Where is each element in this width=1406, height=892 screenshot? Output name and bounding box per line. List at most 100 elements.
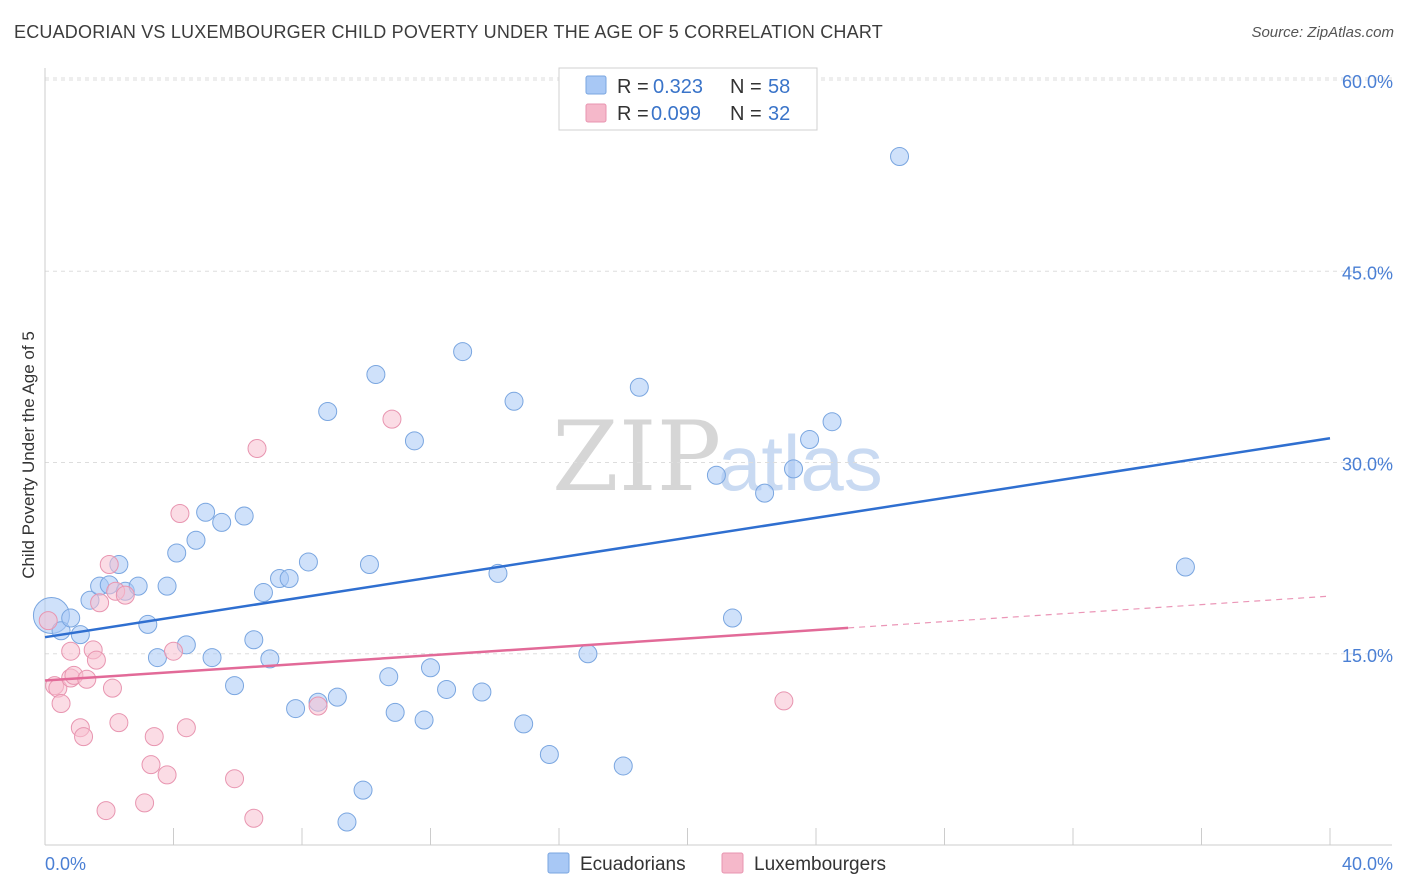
- ecuadorian-point-12: [157, 576, 177, 596]
- ecuadorian-point-40: [437, 679, 457, 699]
- luxembourger-point-12: [90, 593, 110, 613]
- luxembourger-point-28: [247, 438, 267, 458]
- ecuadorian-point-25: [279, 569, 299, 589]
- luxembourger-point-27: [244, 808, 264, 828]
- luxembourger-point-11: [86, 650, 106, 670]
- watermark-zip: ZIP: [552, 401, 721, 513]
- ecuadorian-point-37: [404, 431, 424, 451]
- luxembourger-point-19: [135, 793, 155, 813]
- luxembourger-point-3: [51, 693, 71, 713]
- ecuadorian-point-34: [366, 365, 386, 385]
- luxembourger-point-25: [176, 718, 196, 738]
- ecuadorian-point-36: [385, 702, 405, 722]
- ecuadorian-point-29: [318, 402, 338, 421]
- ecuadorian-point-53: [784, 459, 804, 479]
- legend-r-value-1: 0.099: [651, 103, 701, 125]
- y-axis-label: Child Poverty Under the Age of 5: [19, 331, 38, 579]
- luxembourger-point-26: [225, 769, 245, 789]
- ecuadorian-point-11: [147, 648, 167, 668]
- trend-line-luxembourgers: [44, 626, 849, 682]
- ecuadorian-point-13: [167, 543, 187, 563]
- ecuadorian-point-47: [578, 644, 598, 664]
- luxembourger-point-17: [109, 713, 129, 733]
- y-tick-label-60: 60.0%: [1342, 72, 1393, 92]
- y-tick-label-15: 15.0%: [1342, 646, 1393, 666]
- luxembourger-point-21: [144, 727, 164, 747]
- luxembourger-point-13: [96, 801, 116, 821]
- ecuadorian-point-21: [244, 630, 264, 650]
- legend-swatch-ecuadorians: [585, 75, 607, 95]
- luxembourger-point-14: [99, 555, 119, 574]
- luxembourger-point-31: [774, 691, 794, 711]
- bottom-legend-swatch-ecuadorians: [547, 852, 570, 874]
- y-tick-label-45: 45.0%: [1342, 263, 1393, 283]
- bottom-legend-swatch-luxembourgers: [721, 852, 744, 874]
- ecuadorian-point-45: [514, 714, 534, 734]
- trend-line-luxembourgers-extension: [848, 595, 1327, 629]
- luxembourger-point-18: [115, 585, 135, 605]
- x-tick-label-max: 40.0%: [1342, 854, 1393, 874]
- y-tick-labels: 15.0% 30.0% 45.0% 60.0%: [1342, 72, 1393, 666]
- chart-title: ECUADORIAN VS LUXEMBOURGER CHILD POVERTY…: [14, 22, 883, 42]
- legend-r-label-0: R =: [617, 76, 649, 98]
- ecuadorian-point-51: [722, 608, 742, 628]
- trend-lines: [44, 437, 1331, 682]
- ecuadorian-point-44: [504, 391, 524, 411]
- ecuadorian-point-50: [706, 465, 726, 485]
- axes: [44, 68, 1392, 846]
- series-luxembourgers: [38, 409, 794, 828]
- ecuadorian-point-35: [379, 667, 399, 687]
- ecuadorian-point-20: [234, 506, 254, 526]
- ecuadorian-point-38: [414, 710, 434, 730]
- luxembourger-point-0: [38, 611, 58, 631]
- luxembourger-point-22: [157, 765, 177, 785]
- legend-n-value-1: 32: [768, 103, 790, 125]
- ecuadorian-point-46: [539, 744, 559, 764]
- ecuadorian-point-10: [138, 614, 158, 634]
- x-tick-label-min: 0.0%: [45, 854, 86, 874]
- luxembourger-point-8: [74, 727, 94, 747]
- ecuadorian-point-3: [70, 625, 90, 645]
- ecuadorian-point-32: [353, 780, 373, 800]
- ecuadorian-point-39: [421, 658, 440, 678]
- ecuadorian-point-49: [629, 377, 649, 397]
- source-label: Source: ZipAtlas.com: [1251, 24, 1394, 41]
- luxembourger-point-15: [102, 678, 122, 698]
- ecuadorian-point-54: [800, 430, 820, 450]
- ecuadorian-point-17: [202, 648, 222, 668]
- ecuadorian-point-33: [359, 555, 379, 574]
- ecuadorian-point-48: [613, 756, 633, 776]
- trend-line-ecuadorians: [44, 437, 1331, 639]
- ecuadorian-point-2: [61, 608, 81, 628]
- luxembourger-point-30: [382, 409, 402, 429]
- ecuadorian-point-57: [1175, 557, 1195, 577]
- x-tick-labels: 0.0% 40.0%: [45, 854, 1393, 874]
- legend-swatch-luxembourgers: [585, 103, 607, 123]
- bottom-legend-ecuadorians: Ecuadorians: [580, 854, 686, 875]
- ecuadorian-point-19: [225, 676, 245, 696]
- ecuadorian-point-41: [453, 342, 473, 362]
- luxembourger-point-29: [308, 696, 328, 716]
- legend-r-value-0: 0.323: [653, 76, 703, 98]
- ecuadorian-point-31: [337, 812, 357, 832]
- ecuadorian-point-22: [253, 583, 273, 603]
- ecuadorian-point-27: [298, 552, 318, 572]
- ecuadorian-point-15: [186, 530, 206, 550]
- luxembourger-point-20: [141, 755, 161, 775]
- luxembourger-point-5: [61, 641, 81, 661]
- ecuadorian-point-26: [286, 699, 306, 719]
- ecuadorian-point-56: [890, 147, 910, 166]
- luxembourger-point-24: [170, 504, 190, 523]
- legend-n-label-1: N =: [730, 103, 762, 125]
- ecuadorian-point-30: [327, 687, 347, 707]
- ecuadorian-point-42: [472, 682, 492, 702]
- legend-box: R = 0.323 N = 58 R = 0.099 N = 32: [558, 67, 818, 131]
- luxembourger-point-23: [164, 641, 183, 661]
- ecuadorian-point-16: [196, 502, 216, 522]
- ecuadorian-point-23: [260, 649, 280, 669]
- ecuadorian-point-52: [755, 483, 775, 503]
- legend-r-label-1: R =: [617, 103, 649, 125]
- ecuadorian-point-18: [212, 512, 232, 532]
- bottom-legend: Ecuadorians Luxembourgers: [547, 852, 886, 875]
